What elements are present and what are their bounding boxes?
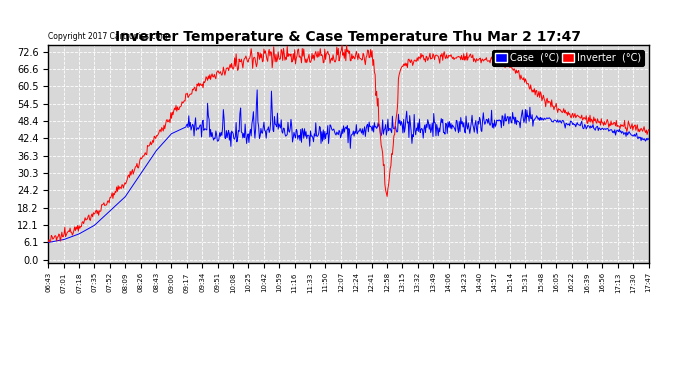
Title: Inverter Temperature & Case Temperature Thu Mar 2 17:47: Inverter Temperature & Case Temperature … bbox=[115, 30, 582, 44]
Text: Copyright 2017 Cartronics.com: Copyright 2017 Cartronics.com bbox=[48, 32, 168, 40]
Legend: Case  (°C), Inverter  (°C): Case (°C), Inverter (°C) bbox=[493, 50, 644, 66]
